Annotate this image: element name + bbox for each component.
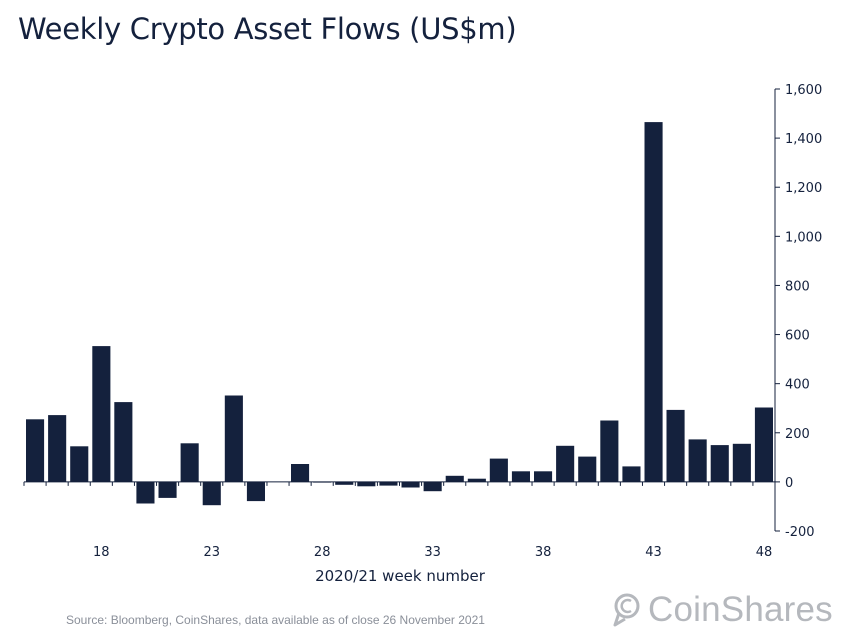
x-axis-label: 2020/21 week number xyxy=(315,567,486,585)
x-tick-label: 28 xyxy=(314,545,331,560)
bar-week-35 xyxy=(467,478,486,482)
bar-week-37 xyxy=(511,471,530,482)
y-tick-label: 400 xyxy=(785,378,810,393)
bars-group xyxy=(26,122,773,506)
bar-week-22 xyxy=(180,443,199,482)
y-tick-label: 1,200 xyxy=(785,181,822,196)
y-axis: -200 0 200 400 600 800 1,000 1,200 1,400 1,600 xyxy=(774,83,822,540)
bar-week-33 xyxy=(423,481,442,492)
bar-week-31 xyxy=(379,481,398,486)
bar-week-17 xyxy=(70,446,89,482)
y-tick-label: 1,400 xyxy=(785,132,822,147)
x-tick-label: 23 xyxy=(204,545,221,560)
logo-icon xyxy=(613,593,640,627)
bar-week-30 xyxy=(357,481,376,487)
bar-week-23 xyxy=(202,481,221,506)
chart-title: Weekly Crypto Asset Flows (US$m) xyxy=(18,12,517,46)
bar-week-21 xyxy=(158,481,177,498)
bar-week-39 xyxy=(556,445,575,482)
x-tick-label: 33 xyxy=(424,545,441,560)
bar-week-38 xyxy=(534,471,553,482)
bar-week-48 xyxy=(754,407,773,482)
bar-week-41 xyxy=(600,420,619,482)
bar-week-24 xyxy=(224,395,243,482)
bar-week-46 xyxy=(710,445,729,482)
y-tick-label: 600 xyxy=(785,329,810,344)
bar-week-18 xyxy=(92,346,111,482)
y-tick-label: -200 xyxy=(785,525,815,540)
bar-week-43 xyxy=(644,122,663,482)
y-tick-label: 1,000 xyxy=(785,230,822,245)
coinshares-logo: CoinShares xyxy=(612,590,833,630)
bar-week-34 xyxy=(445,475,464,482)
bar-week-25 xyxy=(246,481,265,502)
x-tick-label: 43 xyxy=(645,545,662,560)
bar-week-29 xyxy=(335,481,354,485)
y-tick-label: 1,600 xyxy=(785,83,822,98)
bar-week-40 xyxy=(578,456,597,482)
bar-week-36 xyxy=(489,458,508,482)
y-tick-label: 0 xyxy=(785,476,793,491)
bar-week-27 xyxy=(291,464,310,482)
y-tick-label: 800 xyxy=(785,279,810,294)
bar-week-44 xyxy=(666,409,685,482)
bar-week-42 xyxy=(622,466,641,482)
y-tick-label: 200 xyxy=(785,427,810,442)
bar-week-32 xyxy=(401,481,420,488)
bar-week-16 xyxy=(48,415,67,482)
bar-week-20 xyxy=(136,481,155,504)
bar-week-19 xyxy=(114,402,133,482)
x-tick-label: 38 xyxy=(535,545,552,560)
bar-week-47 xyxy=(732,443,751,482)
logo-text: CoinShares xyxy=(648,590,833,629)
x-tick-label: 18 xyxy=(93,545,110,560)
bar-week-15 xyxy=(26,419,45,482)
source-note: Source: Bloomberg, CoinShares, data avai… xyxy=(66,613,485,627)
bar-week-45 xyxy=(688,439,707,482)
x-tick-label: 48 xyxy=(756,545,773,560)
x-axis: 18 23 28 33 38 43 48 xyxy=(23,481,776,560)
